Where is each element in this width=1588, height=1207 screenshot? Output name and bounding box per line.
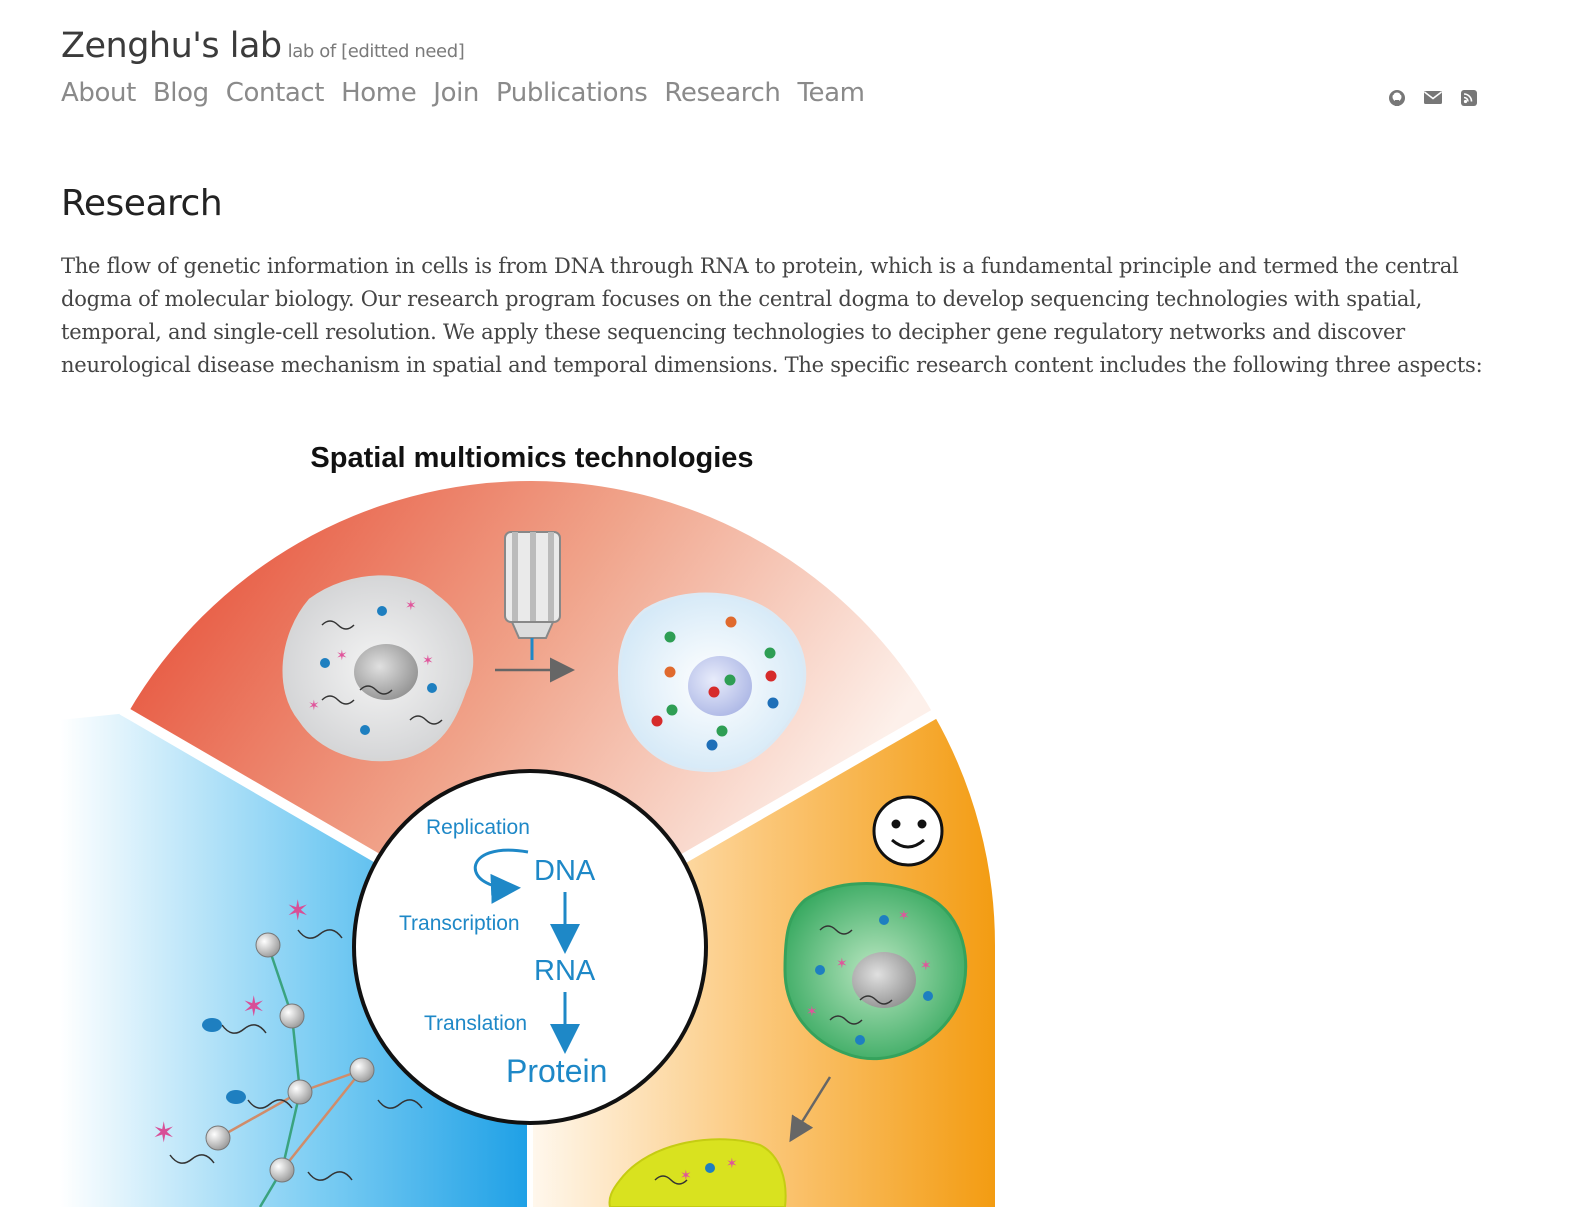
green-cell-illustration: ✶ ✶ ✶ ✶ (783, 882, 968, 1061)
figure-title: Spatial multiomics technologies (310, 442, 753, 474)
molecular-network-illustration: ✶ ✶ ✶ (152, 894, 423, 1207)
replication-arrow (473, 848, 529, 904)
site-name[interactable]: Zenghu's lab (61, 26, 282, 66)
replication-label: Replication (426, 816, 530, 839)
site-title[interactable]: Zenghu's lab lab of [editted need] (61, 26, 465, 66)
site-tagline: lab of [editted need] (287, 41, 465, 62)
central-dogma-circle (352, 769, 708, 1125)
nav-link-join[interactable]: Join (433, 78, 479, 108)
central-dogma-figure: Spatial multiomics technologies ✶ ✶ ✶ ✶ (60, 420, 1060, 1207)
svg-text:✶: ✶ (806, 1004, 818, 1020)
svg-text:✶: ✶ (405, 598, 417, 614)
smiley-illustration (872, 795, 944, 867)
svg-text:✶: ✶ (242, 990, 265, 1023)
nav-link-publications[interactable]: Publications (495, 78, 648, 108)
nav-link-contact[interactable]: Contact (225, 78, 325, 108)
barcoded-cell-illustration (617, 592, 807, 773)
svg-text:✶: ✶ (898, 908, 910, 924)
github-icon[interactable] (1387, 86, 1407, 108)
dna-label: DNA (534, 855, 596, 887)
svg-text:✶: ✶ (726, 1156, 738, 1172)
research-intro: The flow of genetic information in cells… (61, 254, 1483, 377)
rss-icon[interactable] (1459, 86, 1479, 108)
probe-illustration (495, 531, 575, 683)
nav-link-home[interactable]: Home (341, 78, 417, 108)
social-links (1387, 86, 1479, 108)
svg-text:✶: ✶ (336, 648, 348, 664)
svg-text:✶: ✶ (422, 653, 434, 669)
orange-sector-arrow (789, 1076, 832, 1143)
nav-link-team[interactable]: Team (797, 78, 865, 108)
blue-sector (60, 713, 530, 1207)
nav-link-about[interactable]: About (61, 78, 136, 108)
svg-text:✶: ✶ (836, 956, 848, 972)
transcription-label: Transcription (399, 912, 520, 935)
envelope-icon[interactable] (1423, 86, 1443, 108)
page-title: Research (61, 183, 223, 224)
nav-link-research[interactable]: Research (664, 78, 781, 108)
nav-link-blog[interactable]: Blog (152, 78, 209, 108)
svg-text:✶: ✶ (920, 958, 932, 974)
protein-label: Protein (506, 1053, 607, 1089)
translation-label: Translation (424, 1012, 527, 1035)
rna-label: RNA (534, 955, 596, 987)
gray-cell-illustration: ✶ ✶ ✶ ✶ (282, 575, 474, 762)
main-nav: About Blog Contact Home Join Publication… (61, 78, 865, 108)
svg-text:✶: ✶ (286, 894, 309, 927)
figure-graphic: Spatial multiomics technologies ✶ ✶ ✶ ✶ (60, 442, 996, 1207)
svg-text:✶: ✶ (680, 1168, 692, 1184)
svg-text:✶: ✶ (308, 698, 320, 714)
svg-text:✶: ✶ (152, 1116, 175, 1149)
yellow-cell-illustration: ✶ ✶ (608, 1138, 787, 1207)
